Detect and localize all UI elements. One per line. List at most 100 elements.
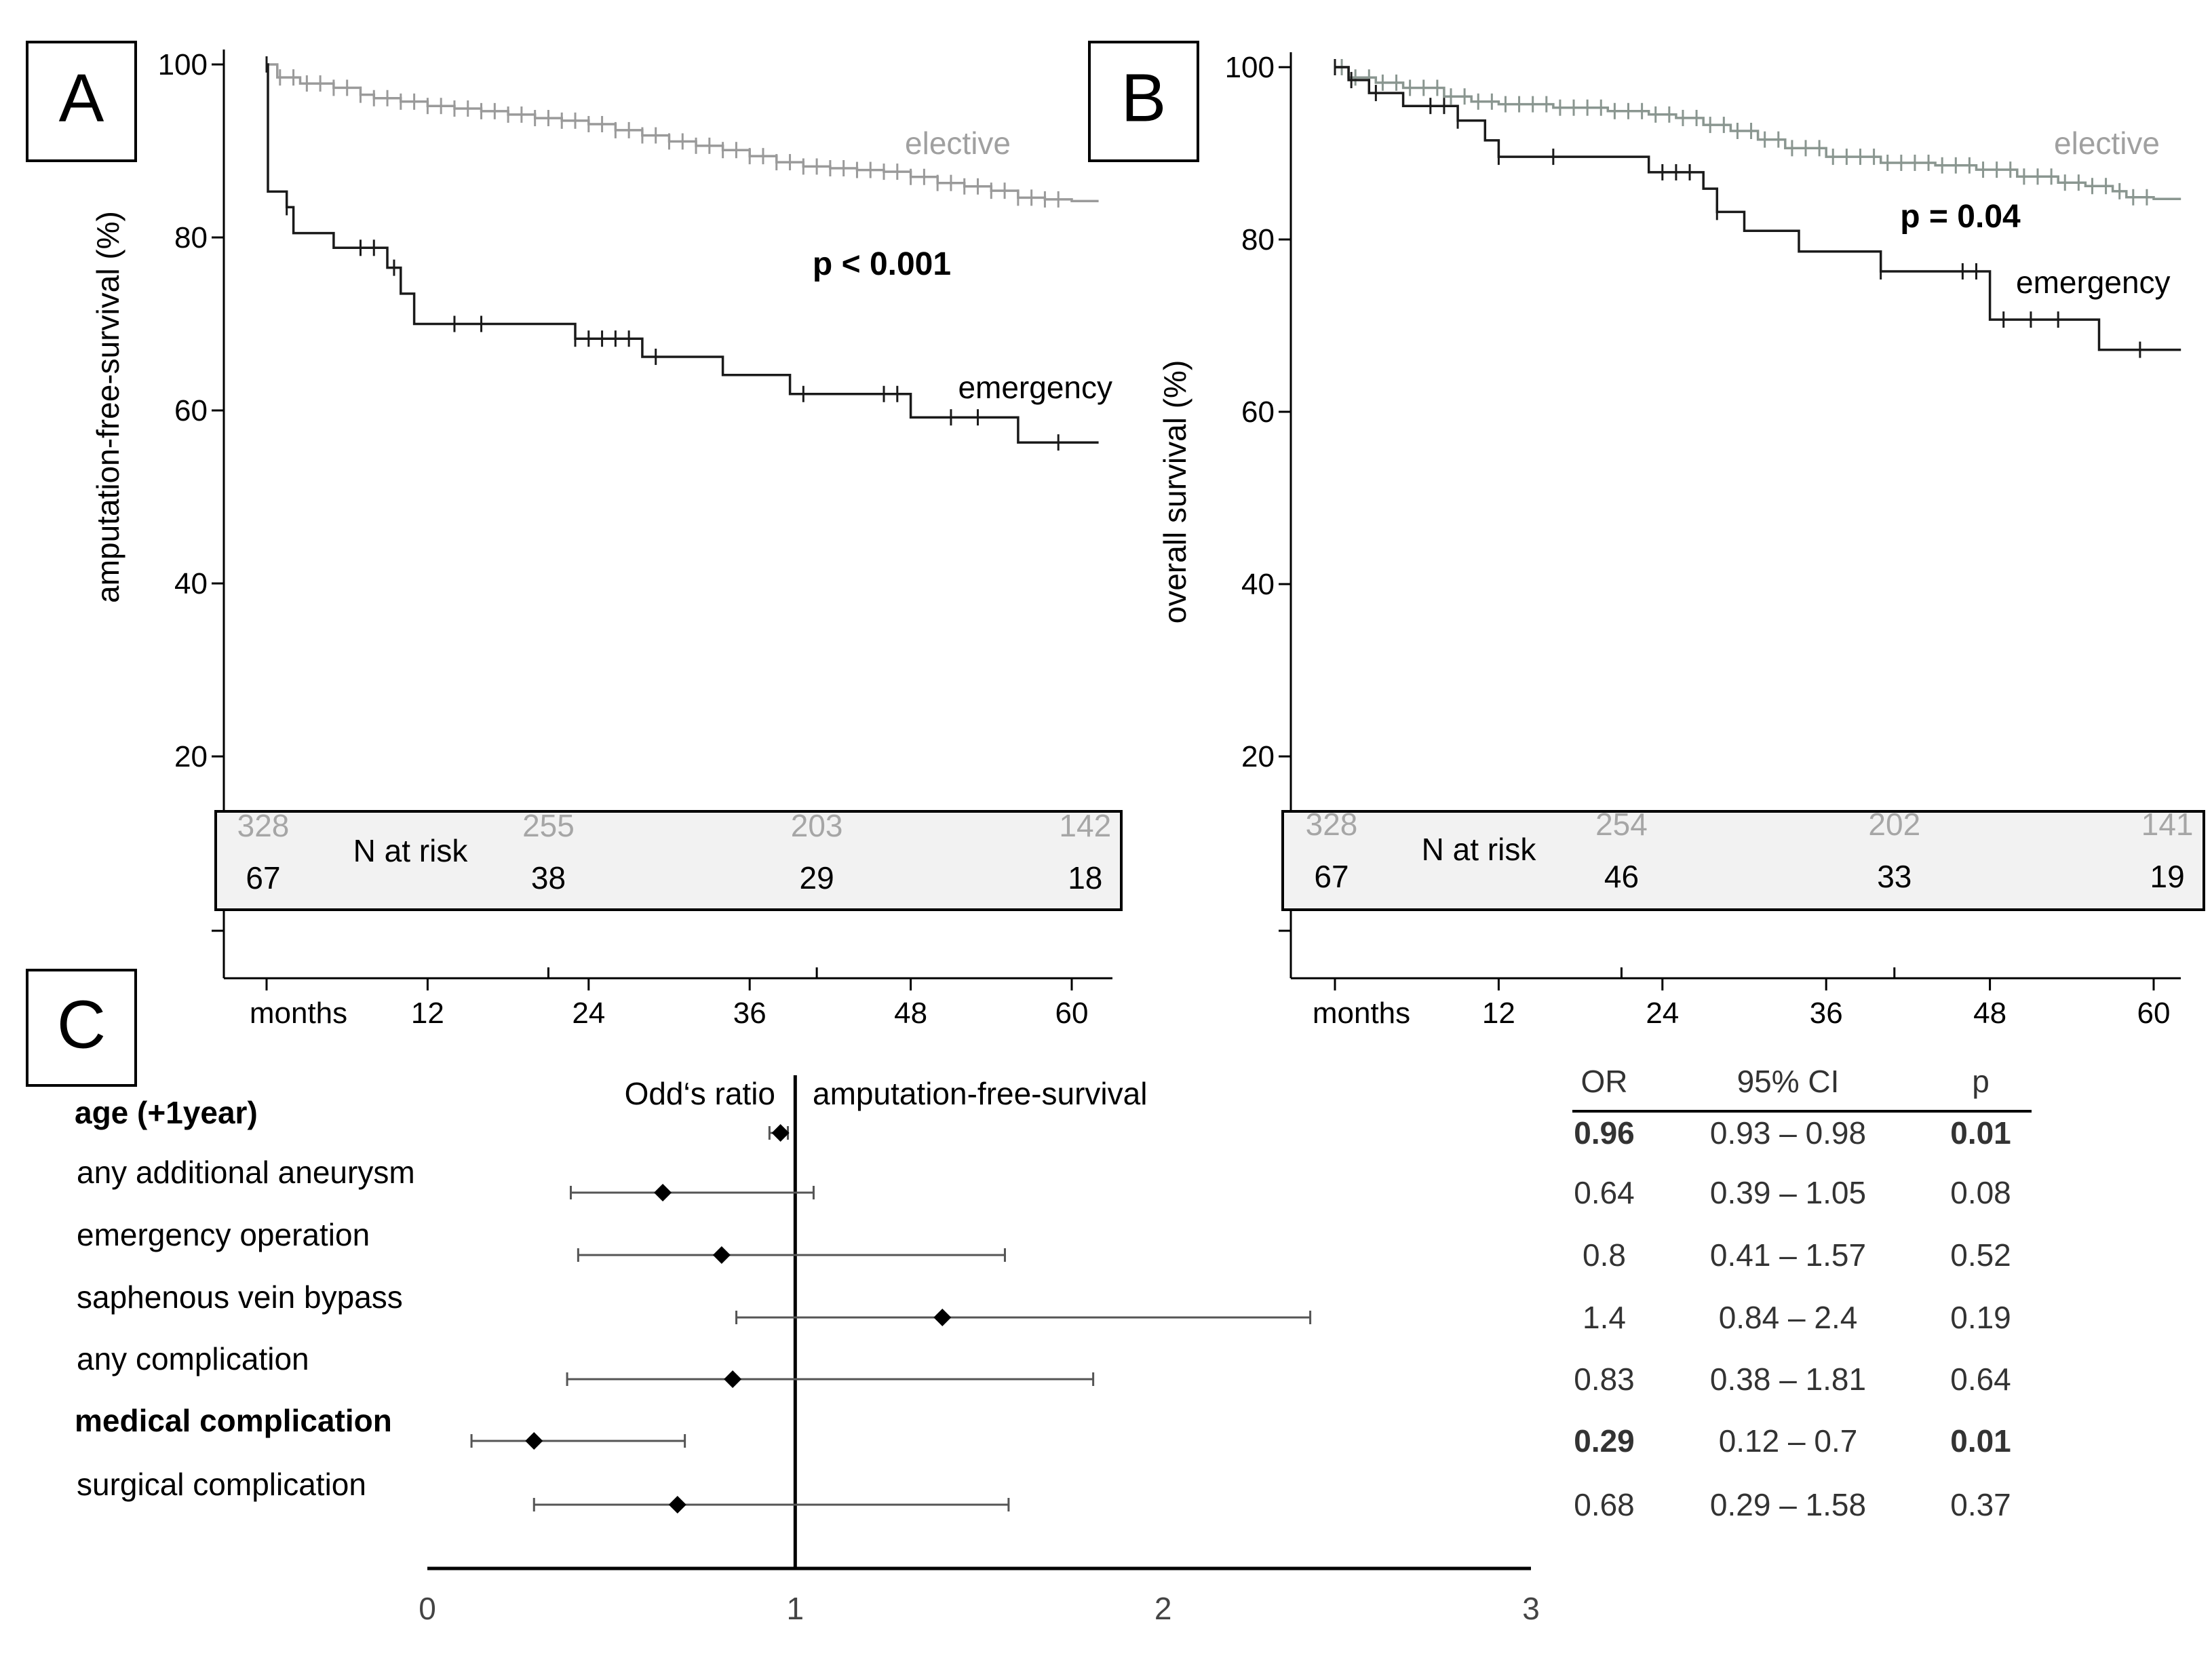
risk-elective: 203	[791, 808, 843, 843]
forest-row-label: surgical complication	[77, 1467, 366, 1502]
panel-a: A amputation-free-survival (%) p < 0.001…	[26, 41, 1123, 1030]
y-tick-label: 60	[1241, 396, 1275, 429]
panel-b-plot: 20 40 60 80 100 months 12 24 36 48 60 elective emerg…	[1225, 51, 2205, 1030]
series-label-elective: elective	[905, 126, 1011, 161]
forest-col-p: p	[1972, 1064, 1990, 1099]
panel-b-ylabel: overall survival (%)	[1157, 360, 1192, 624]
risk-table-box	[214, 810, 1123, 911]
panel-a-plot: 20 40 60 80 100 months 12 24 36 48 60 elective emerg…	[158, 48, 1123, 1030]
panel-b-pvalue: p = 0.04	[1900, 199, 2021, 235]
y-tick-label: 100	[1225, 51, 1275, 84]
y-tick-label: 80	[174, 221, 208, 254]
forest-or-point	[933, 1309, 952, 1326]
forest-or-point	[724, 1370, 742, 1388]
panel-c: C Odd‘s ratio amputation-free-survival O…	[26, 969, 2032, 1626]
forest-ci-value: 0.39 – 1.05	[1710, 1175, 1866, 1210]
y-tick-label: 100	[158, 48, 208, 81]
forest-or-point	[712, 1246, 731, 1264]
risk-emergency: 67	[246, 860, 280, 895]
forest-ci-value: 0.38 – 1.81	[1710, 1362, 1866, 1397]
y-tick-label: 20	[174, 740, 208, 773]
risk-emergency: 33	[1877, 859, 1912, 894]
forest-or-value: 0.29	[1574, 1423, 1635, 1459]
risk-elective: 141	[2141, 807, 2194, 842]
forest-ci-value: 0.93 – 0.98	[1710, 1115, 1866, 1151]
risk-emergency: 18	[1068, 860, 1102, 895]
forest-p-value: 0.52	[1950, 1237, 2011, 1273]
forest-row-label: age (+1year)	[75, 1095, 258, 1130]
forest-p-value: 0.01	[1950, 1423, 2011, 1459]
forest-or-point	[654, 1184, 672, 1201]
forest-ci-value: 0.84 – 2.4	[1719, 1300, 1858, 1335]
forest-ci-value: 0.41 – 1.57	[1710, 1237, 1866, 1273]
x-tick-label: 24	[572, 997, 605, 1030]
x-tick-label: 48	[894, 997, 927, 1030]
forest-row-label: saphenous vein bypass	[77, 1279, 403, 1315]
risk-emergency: 67	[1314, 859, 1348, 894]
risk-elective: 254	[1595, 807, 1648, 842]
risk-emergency: 29	[800, 860, 834, 895]
panel-a-letter: A	[59, 60, 104, 136]
x-tick-label: 24	[1646, 997, 1679, 1030]
forest-or-point	[771, 1124, 790, 1142]
series-label-emergency: emergency	[958, 370, 1112, 405]
forest-x-tick-label: 0	[419, 1591, 436, 1626]
panel-c-letter-box	[26, 969, 137, 1087]
forest-x-tick-label: 1	[787, 1591, 804, 1626]
forest-or-value: 0.83	[1574, 1362, 1635, 1397]
forest-ci-value: 0.29 – 1.58	[1710, 1487, 1866, 1522]
series-label-elective: elective	[2054, 126, 2160, 161]
panel-a-letter-box	[26, 41, 137, 162]
x-tick-label: 12	[411, 997, 444, 1030]
x-tick-label: 60	[1055, 997, 1089, 1030]
forest-row-label: medical complication	[75, 1403, 392, 1438]
panel-b-letter: B	[1121, 60, 1167, 136]
risk-table-title: N at risk	[353, 833, 469, 868]
risk-emergency: 46	[1604, 859, 1639, 894]
x-tick-label: 36	[1810, 997, 1843, 1030]
curve-emergency	[1335, 66, 2181, 351]
forest-p-value: 0.01	[1950, 1115, 2011, 1151]
forest-or-value: 0.8	[1583, 1237, 1626, 1273]
risk-elective: 328	[237, 808, 290, 843]
x-tick-label: 36	[733, 997, 767, 1030]
panel-c-plot: 0 1 2 3 age (+1year) 0.96 0.93 – 0.98 0.01 any a…	[75, 1075, 2011, 1626]
panel-b-letter-box	[1088, 41, 1199, 162]
forest-x-tick-label: 2	[1154, 1591, 1172, 1626]
x-tick-label: 48	[1973, 997, 2006, 1030]
forest-or-point	[668, 1496, 686, 1514]
forest-right-header: amputation-free-survival	[813, 1076, 1147, 1111]
risk-table-title: N at risk	[1422, 832, 1537, 867]
forest-row-label: any additional aneurysm	[77, 1155, 415, 1190]
panel-b: B overall survival (%) p = 0.04 20 40 60 80…	[1088, 41, 2205, 1030]
risk-elective: 202	[1868, 807, 1920, 842]
forest-row-label: emergency operation	[77, 1217, 370, 1252]
y-tick-label: 20	[1241, 740, 1275, 773]
forest-ci-value: 0.12 – 0.7	[1719, 1423, 1858, 1459]
forest-or-point	[525, 1432, 543, 1450]
x-axis-label: months	[250, 997, 347, 1030]
forest-x-tick-label: 3	[1522, 1591, 1540, 1626]
risk-emergency: 38	[531, 860, 566, 895]
forest-row-label: any complication	[77, 1341, 309, 1376]
forest-p-value: 0.37	[1950, 1487, 2011, 1522]
forest-col-ci: 95% CI	[1737, 1064, 1840, 1099]
curve-elective	[1335, 66, 2181, 201]
panel-a-ylabel: amputation-free-survival (%)	[90, 211, 125, 603]
forest-or-value: 1.4	[1583, 1300, 1626, 1335]
risk-elective: 255	[522, 808, 575, 843]
forest-col-or: OR	[1581, 1064, 1628, 1099]
series-label-emergency: emergency	[2016, 265, 2171, 300]
panel-c-letter: C	[57, 986, 106, 1062]
x-axis-label: months	[1313, 997, 1410, 1030]
forest-left-header: Odd‘s ratio	[625, 1076, 775, 1111]
forest-p-value: 0.64	[1950, 1362, 2011, 1397]
y-tick-label: 80	[1241, 223, 1275, 256]
x-tick-label: 12	[1482, 997, 1515, 1030]
risk-elective: 328	[1306, 807, 1358, 842]
risk-elective: 142	[1059, 808, 1111, 843]
forest-or-value: 0.64	[1574, 1175, 1635, 1210]
forest-p-value: 0.08	[1950, 1175, 2011, 1210]
forest-p-value: 0.19	[1950, 1300, 2011, 1335]
